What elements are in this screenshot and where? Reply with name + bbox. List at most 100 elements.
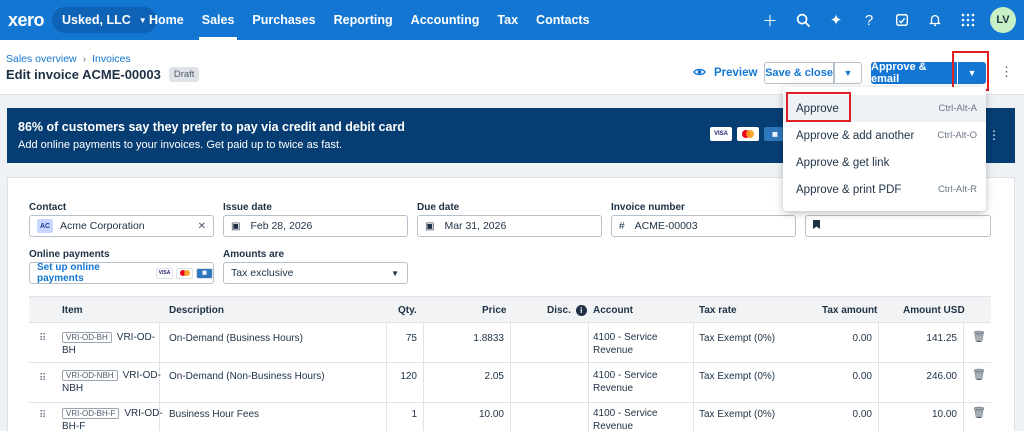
item-cell[interactable]: VRI-OD-BH-F VRI-OD- [62,407,163,420]
nav-purchases[interactable]: Purchases [252,13,316,27]
tax-amount-cell: 0.00 [852,409,872,420]
tax-rate-cell[interactable]: Tax Exempt (0%) [699,333,776,344]
account-cell[interactable]: 4100 - Service [593,332,658,343]
menu-item-approve[interactable]: Approve Ctrl-Alt-A [783,95,986,122]
invoice-number-value: ACME-00003 [634,220,698,232]
menu-item-approve-print-pdf[interactable]: Approve & print PDF Ctrl-Alt-R [783,176,986,203]
xero-logo[interactable]: xero [8,10,45,30]
delete-icon[interactable]: 🗑 [972,407,986,419]
visa-icon: VISA [156,267,173,279]
description-cell[interactable]: On-Demand (Business Hours) [169,333,303,344]
save-close-button[interactable]: Save & close [764,62,834,84]
info-icon[interactable]: i [575,305,587,316]
qty-cell[interactable]: 120 [400,371,417,382]
col-price: Price [482,305,507,316]
table-row[interactable]: ⠿ VRI-OD-NBH VRI-OD- NBH On-Demand (Non-B… [29,363,991,403]
account-cell-cont: Revenue [593,345,634,356]
bell-icon[interactable] [921,6,949,34]
invoice-number-field[interactable]: # ACME-00003 [611,215,796,237]
due-date-value: Mar 31, 2026 [444,220,507,232]
clear-icon[interactable]: ✕ [197,220,206,232]
nav-tax[interactable]: Tax [497,13,519,27]
delete-icon[interactable]: 🗑 [972,369,986,381]
item-cell[interactable]: VRI-OD-NBH VRI-OD- [62,369,161,382]
notes-icon[interactable] [888,6,916,34]
menu-item-label: Approve & add another [796,129,915,142]
approve-options-menu: Approve Ctrl-Alt-A Approve & add another… [783,87,986,211]
eye-icon [693,66,706,80]
item-cell[interactable]: VRI-OD-BH VRI-OD- [62,331,155,344]
plus-icon[interactable]: ＋ [762,12,778,30]
search-icon[interactable] [789,6,817,34]
setup-online-payments-link[interactable]: Set up online payments [37,262,100,284]
menu-item-label: Approve & print PDF [796,183,902,196]
more-options-icon[interactable]: ⋮ [1000,64,1013,79]
col-tax-amount: Tax amount [822,305,878,316]
avatar[interactable]: LV [990,7,1016,33]
card-logos: VISA ▦ [710,127,786,141]
tax-rate-cell[interactable]: Tax Exempt (0%) [699,371,776,382]
approve-email-button[interactable]: Approve & email [871,61,957,85]
hash-icon: # [619,220,625,232]
menu-item-shortcut: Ctrl-Alt-A [938,103,977,114]
invoice-number-label: Invoice number [611,202,685,213]
mini-card-logos: VISA ▦ [156,267,213,279]
account-cell[interactable]: 4100 - Service [593,370,658,381]
drag-handle-icon[interactable]: ⠿ [39,373,47,384]
qty-cell[interactable]: 1 [411,409,417,420]
save-options-button[interactable]: ▼ [834,62,862,84]
qty-cell[interactable]: 75 [405,333,417,344]
price-cell[interactable]: 10.00 [478,409,504,420]
price-cell[interactable]: 2.05 [484,371,504,382]
page-title: Edit invoice ACME-00003 Draft [6,67,200,82]
price-cell[interactable]: 1.8833 [473,333,504,344]
nav-icons: ＋ ✦ ? LV [751,0,1016,40]
status-badge: Draft [168,67,200,82]
breadcrumb-invoices[interactable]: Invoices [92,53,131,65]
table-header: Item Description Qty. Price Disc. i Acco… [29,296,991,323]
col-disc: Disc. i [547,305,587,316]
apps-grid-icon[interactable] [954,6,982,34]
item-code: VRI-OD-BH-F [62,408,120,419]
contact-field[interactable]: AC Acme Corporation ✕ [29,215,214,237]
table-row[interactable]: ⠿ VRI-OD-BH VRI-OD- BH On-Demand (Busines… [29,323,991,363]
drag-handle-icon[interactable]: ⠿ [39,410,47,421]
account-cell-cont: Revenue [593,421,634,431]
contact-initials: AC [37,219,53,233]
breadcrumb-sales-overview[interactable]: Sales overview [6,53,77,65]
description-cell[interactable]: Business Hour Fees [169,409,260,420]
delete-icon[interactable]: 🗑 [972,331,986,343]
main-nav: Home Sales Purchases Reporting Accountin… [140,0,599,40]
amounts-are-select[interactable]: Tax exclusive ▼ [223,262,408,284]
nav-accounting[interactable]: Accounting [410,13,480,27]
reference-field[interactable] [805,215,991,237]
col-qty: Qty. [398,305,417,316]
drag-handle-icon[interactable]: ⠿ [39,333,47,344]
help-icon[interactable]: ? [864,11,874,29]
account-cell[interactable]: 4100 - Service [593,408,658,419]
description-cell[interactable]: On-Demand (Non-Business Hours) [169,371,325,382]
approve-options-button[interactable]: ▼ [958,62,986,84]
col-account: Account [593,305,633,316]
issue-date-field[interactable]: ▣ Feb 28, 2026 [223,215,408,237]
nav-reporting[interactable]: Reporting [333,13,393,27]
item-name: VRI-OD- [116,332,156,343]
table-row[interactable]: ⠿ VRI-OD-BH-F VRI-OD- BH-F Business Hour … [29,403,991,431]
preview-button[interactable]: Preview [693,66,757,80]
banner-more-icon[interactable]: ⋮ [988,128,1000,142]
nav-home[interactable]: Home [149,13,184,27]
bookmark-icon [813,220,820,232]
online-payments-field: Set up online payments VISA ▦ [29,262,214,284]
issue-date-value: Feb 28, 2026 [250,220,313,232]
menu-item-approve-add-another[interactable]: Approve & add another Ctrl-Alt-O [783,122,986,149]
sparkle-icon[interactable]: ✦ [829,12,843,29]
org-switcher[interactable]: Usked, LLC ▼ [52,7,157,33]
tax-rate-cell[interactable]: Tax Exempt (0%) [699,409,776,420]
tax-amount-cell: 0.00 [852,371,872,382]
menu-item-approve-get-link[interactable]: Approve & get link [783,149,986,176]
nav-sales[interactable]: Sales [193,0,244,40]
col-amount: Amount USD [903,305,965,316]
due-date-field[interactable]: ▣ Mar 31, 2026 [417,215,602,237]
nav-contacts[interactable]: Contacts [536,13,590,27]
item-code: VRI-OD-BH [62,332,112,343]
